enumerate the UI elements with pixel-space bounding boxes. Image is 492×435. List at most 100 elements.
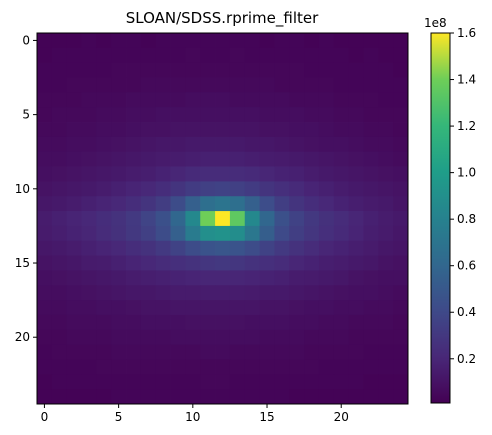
heatmap-cell (170, 225, 186, 242)
heatmap-cell (348, 285, 364, 301)
heatmap-cell (140, 344, 157, 360)
heatmap-cell (393, 122, 409, 138)
heatmap-cell (229, 314, 246, 331)
heatmap-cell (170, 344, 186, 360)
heatmap-cell (363, 136, 379, 153)
heatmap-cell (259, 389, 275, 405)
colorbar-tick-label: 0.6 (457, 259, 476, 273)
heatmap-cell (274, 47, 290, 64)
heatmap-cell (348, 211, 364, 227)
heatmap-cell (111, 300, 127, 316)
heatmap-cell (140, 211, 157, 227)
heatmap-cell (126, 359, 142, 375)
heatmap-cell (318, 225, 335, 242)
heatmap-cell (363, 181, 379, 197)
heatmap-cell (96, 122, 112, 138)
heatmap-cell (244, 255, 260, 271)
heatmap-cell (289, 329, 305, 346)
heatmap-cell (200, 389, 216, 405)
heatmap-cell (37, 314, 53, 331)
heatmap-cell (333, 136, 350, 153)
heatmap-cell (140, 270, 157, 286)
heatmap-cell (318, 270, 335, 286)
heatmap-cell (81, 33, 97, 49)
heatmap-cell (393, 240, 409, 256)
heatmap-cell (274, 359, 290, 375)
heatmap-cell (155, 374, 171, 390)
heatmap-cell (126, 122, 142, 138)
heatmap-cell (348, 151, 364, 167)
heatmap-cell (111, 122, 127, 138)
heatmap-cell (378, 181, 394, 197)
heatmap-cell (215, 151, 231, 167)
heatmap-cell (66, 92, 82, 108)
heatmap-cell (333, 151, 350, 167)
heatmap-cell (393, 389, 409, 405)
heatmap-cell (244, 92, 260, 108)
heatmap-cell (229, 33, 246, 49)
heatmap-cell (333, 389, 350, 405)
heatmap-cell (229, 329, 246, 346)
heatmap-cell (259, 329, 275, 346)
heatmap-cell (126, 255, 142, 271)
heatmap-cell (348, 92, 364, 108)
heatmap-cell (81, 240, 97, 256)
heatmap-cell (81, 359, 97, 375)
heatmap-cell (393, 314, 409, 331)
heatmap-cell (333, 211, 350, 227)
heatmap-cell (96, 33, 112, 49)
heatmap-cell (229, 300, 246, 316)
heatmap-cell (66, 359, 82, 375)
heatmap-cell (348, 359, 364, 375)
heatmap-cell (378, 270, 394, 286)
heatmap-cell (378, 285, 394, 301)
heatmap-cell (111, 344, 127, 360)
heatmap-cell (318, 255, 335, 271)
heatmap-cell (170, 300, 186, 316)
heatmap-cell (244, 47, 260, 64)
heatmap-cell (304, 270, 320, 286)
heatmap-cell (215, 255, 231, 271)
heatmap-cell (185, 240, 201, 256)
heatmap-cell (333, 255, 350, 271)
heatmap-cell (304, 181, 320, 197)
heatmap-cell (81, 211, 97, 227)
heatmap-cell (51, 92, 68, 108)
heatmap-cell (378, 240, 394, 256)
heatmap-cell (244, 300, 260, 316)
heatmap-cell (170, 196, 186, 212)
heatmap-cell (274, 151, 290, 167)
heatmap-cell (81, 344, 97, 360)
heatmap-cell (304, 151, 320, 167)
heatmap-cell (200, 255, 216, 271)
heatmap-cell (318, 329, 335, 346)
heatmap-cell (333, 77, 350, 93)
heatmap-cell (37, 151, 53, 167)
heatmap-cell (274, 270, 290, 286)
heatmap-cell (289, 374, 305, 390)
heatmap-cell (37, 329, 53, 346)
heatmap-cell (215, 389, 231, 405)
heatmap-cell (51, 329, 68, 346)
heatmap-cell (378, 359, 394, 375)
heatmap-cell (66, 196, 82, 212)
heatmap-cell (126, 47, 142, 64)
x-tick-label: 5 (115, 410, 123, 424)
heatmap-cell (304, 329, 320, 346)
heatmap-cell (200, 136, 216, 153)
heatmap-cell (155, 151, 171, 167)
heatmap-cell (37, 107, 53, 123)
heatmap-cell (111, 255, 127, 271)
heatmap-cell (140, 374, 157, 390)
heatmap-cell (185, 314, 201, 331)
heatmap-cell (274, 181, 290, 197)
heatmap-cell (348, 300, 364, 316)
heatmap-cell (140, 136, 157, 153)
heatmap-cell (81, 151, 97, 167)
heatmap-cell (51, 151, 68, 167)
heatmap-cell (170, 181, 186, 197)
heatmap-cell (318, 240, 335, 256)
heatmap-cell (244, 314, 260, 331)
heatmap-cell (96, 62, 112, 78)
heatmap-cell (348, 196, 364, 212)
